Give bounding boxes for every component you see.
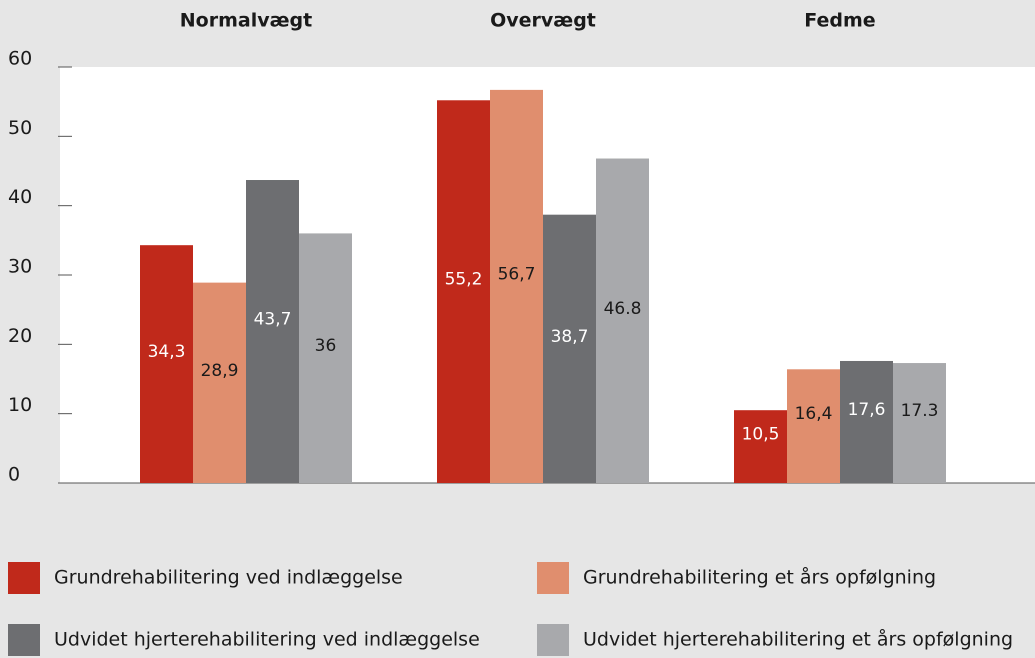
bar [734,410,787,483]
bar [193,282,246,483]
legend-swatch [8,562,40,594]
category-label: Fedme [804,10,875,32]
legend-label: Grundrehabilitering ved indlæggelse [54,567,403,589]
value-label: 28,9 [201,361,239,381]
bar [543,214,596,483]
y-tick-label: 40 [8,186,32,208]
value-label: 56,7 [498,264,536,284]
bar [787,369,840,483]
y-tick-label: 20 [8,325,32,347]
bar [437,100,490,483]
value-label: 34,3 [148,342,186,362]
bar [893,363,946,483]
value-label: 43,7 [254,310,292,330]
value-label: 17,6 [848,400,886,420]
y-tick-label: 0 [8,464,20,486]
y-tick-label: 50 [8,117,32,139]
y-tick-label: 30 [8,256,32,278]
value-label: 17.3 [901,401,939,421]
bar [840,360,893,483]
bar [140,245,193,483]
legend-label: Udvidet hjerterehabilitering ved indlægg… [54,629,480,651]
category-label: Overvægt [490,10,596,32]
value-label: 38,7 [551,327,589,347]
legend-label: Grundrehabilitering et års opfølgning [583,566,936,589]
value-label: 55,2 [445,270,483,290]
value-label: 16,4 [795,404,833,424]
legend-swatch [537,624,569,656]
value-label: 36 [315,336,337,356]
y-tick-label: 10 [8,394,32,416]
y-tick-label: 60 [8,48,32,70]
legend-label: Udvidet hjerterehabilitering et års opfø… [583,628,1013,651]
bar [246,180,299,483]
value-label: 46.8 [604,299,642,319]
bar [299,233,352,483]
bar [490,89,543,483]
legend-swatch [537,562,569,594]
bar [596,158,649,483]
value-label: 10,5 [742,425,780,445]
category-label: Normalvægt [180,10,312,32]
legend-swatch [8,624,40,656]
